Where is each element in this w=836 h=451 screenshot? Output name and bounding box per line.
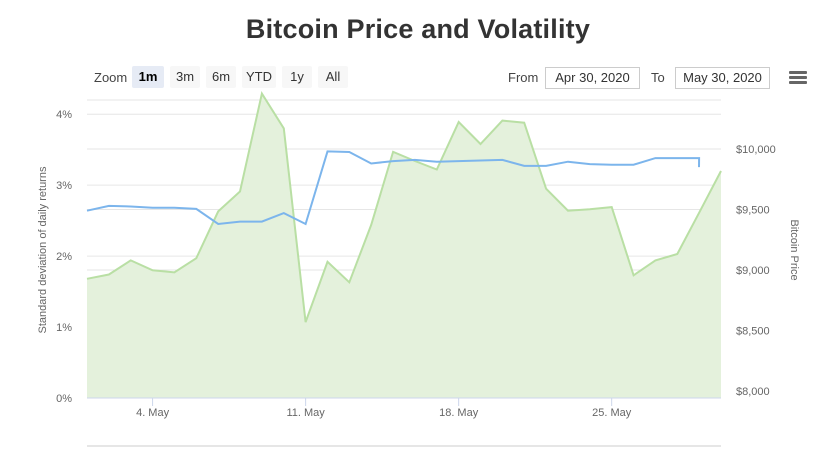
x-tick-label: 18. May <box>439 407 479 419</box>
left-tick-label: 0% <box>56 393 72 405</box>
range-from-input[interactable]: Apr 30, 2020 <box>545 67 640 89</box>
zoom-3m-button[interactable]: 3m <box>170 66 200 88</box>
left-tick-label: 1% <box>56 322 72 334</box>
zoom-ytd-button[interactable]: YTD <box>242 66 276 88</box>
left-tick-label: 2% <box>56 251 72 263</box>
zoom-all-button[interactable]: All <box>318 66 348 88</box>
volatility-area <box>87 93 721 398</box>
zoom-1y-button[interactable]: 1y <box>282 66 312 88</box>
right-tick-label: $9,500 <box>736 205 770 217</box>
zoom-1m-button[interactable]: 1m <box>132 66 164 88</box>
right-axis-title: Bitcoin Price <box>788 219 800 280</box>
price-line <box>86 150 701 226</box>
range-from-label: From <box>508 70 539 85</box>
left-axis-title: Standard deviation of daily returns <box>37 166 49 333</box>
volatility-line <box>86 91 722 323</box>
chart-title: Bitcoin Price and Volatility <box>245 14 591 44</box>
right-tick-label: $8,000 <box>736 386 770 398</box>
zoom-6m-button[interactable]: 6m <box>206 66 236 88</box>
hamburger-menu-icon[interactable] <box>789 71 807 85</box>
zoom-label: Zoom <box>94 70 128 85</box>
x-tick-label: 11. May <box>286 407 325 419</box>
x-tick-label: 25. May <box>592 407 632 419</box>
right-tick-label: $10,000 <box>736 144 776 156</box>
right-tick-label: $9,000 <box>736 265 770 277</box>
range-to-input[interactable]: May 30, 2020 <box>675 67 770 89</box>
x-tick-label: 4. May <box>136 407 170 419</box>
left-tick-label: 3% <box>56 180 72 192</box>
right-tick-label: $8,500 <box>736 326 770 338</box>
left-tick-label: 4% <box>56 109 72 121</box>
range-to-label: To <box>651 70 665 85</box>
